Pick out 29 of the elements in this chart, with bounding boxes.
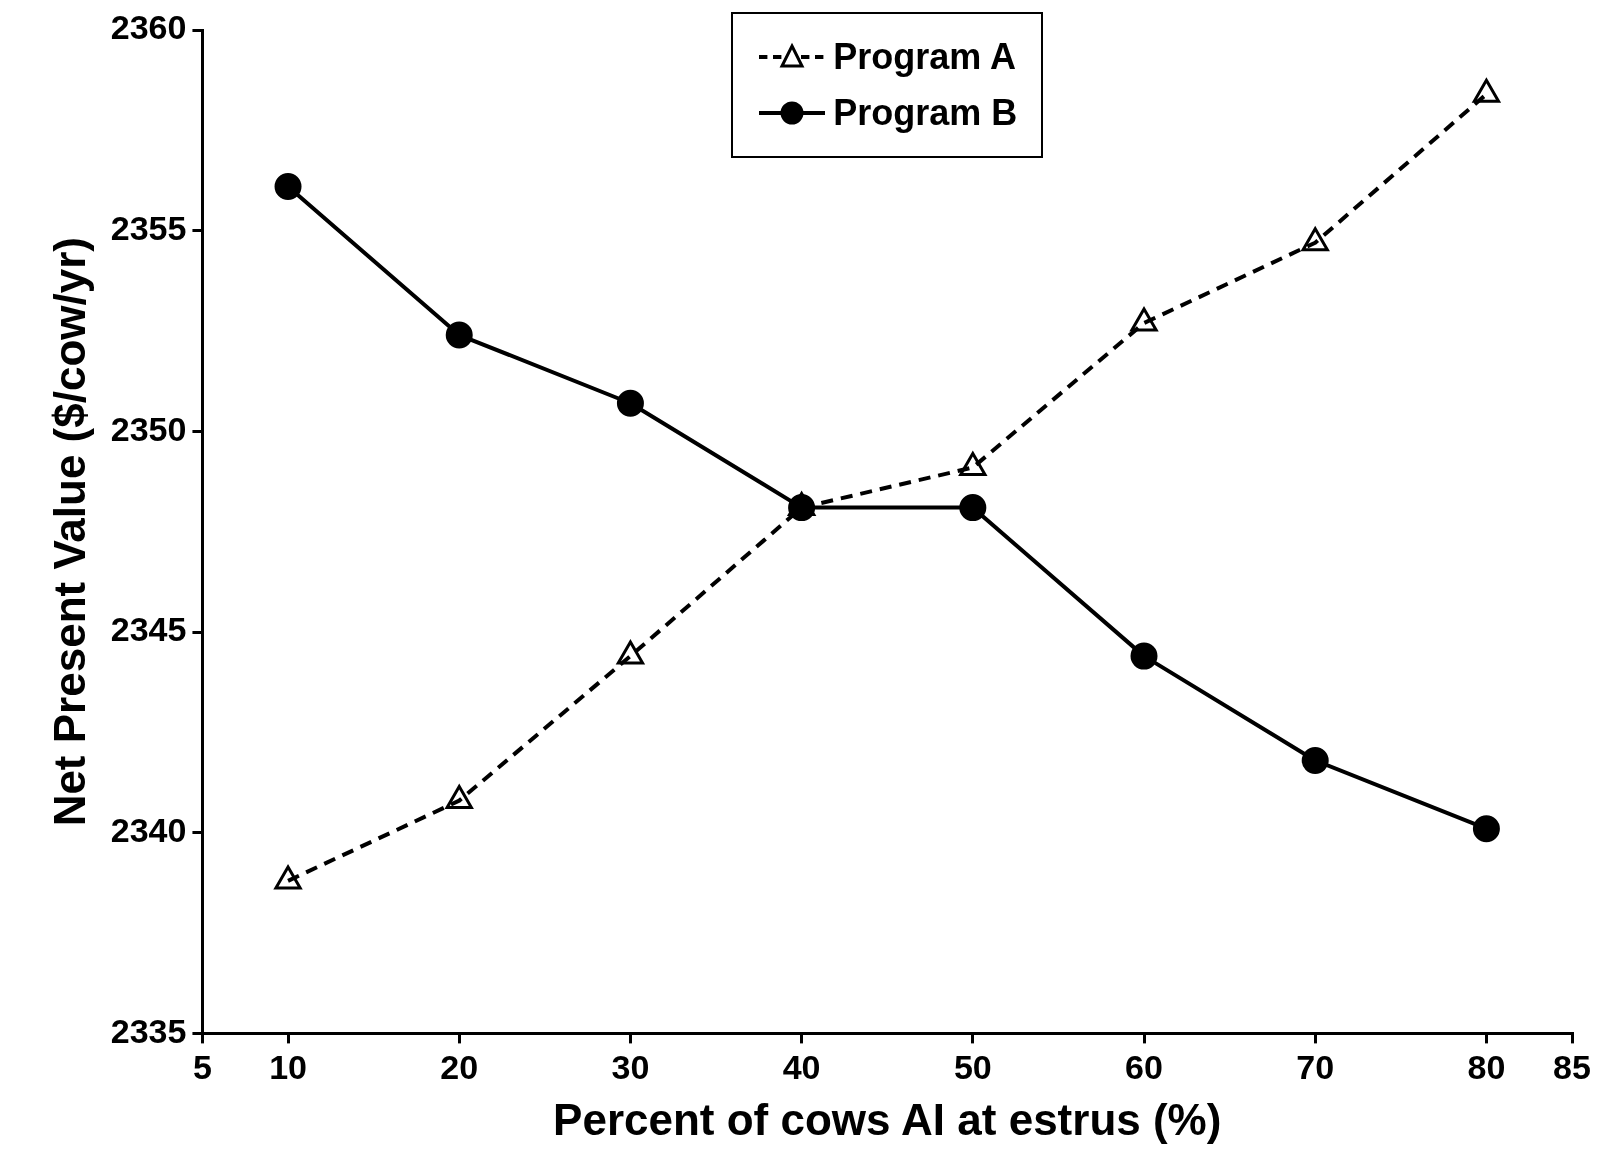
point	[959, 494, 987, 522]
x-axis-title: Percent of cows AI at estrus (%)	[553, 1094, 1222, 1144]
y-axis-title: Net Present Value ($/cow/yr)	[44, 237, 94, 827]
x-tick-label: 70	[1296, 1048, 1335, 1087]
x-tick-label: 85	[1553, 1048, 1591, 1087]
point	[1472, 78, 1501, 103]
y-tick-label: 2335	[110, 1011, 187, 1050]
y-tick-label: 2350	[110, 409, 187, 448]
y-tick-label: 2345	[110, 610, 187, 649]
x-tick-label: 40	[782, 1048, 821, 1087]
point	[1130, 642, 1158, 670]
legend-label: Program B	[833, 92, 1018, 134]
x-tick-label: 10	[269, 1048, 307, 1087]
point	[788, 492, 816, 517]
x-tick-label: 80	[1467, 1048, 1506, 1087]
x-tick-label: 5	[192, 1048, 212, 1087]
point	[1130, 307, 1158, 332]
x-tick-label: 60	[1125, 1048, 1163, 1087]
point	[616, 389, 644, 417]
x-tick-label: 50	[953, 1048, 992, 1087]
y-tick-label: 2340	[110, 811, 187, 850]
x-tick-label: 30	[611, 1048, 650, 1087]
point	[1472, 815, 1500, 843]
legend-label: Program A	[833, 36, 1016, 78]
y-tick-label: 2360	[110, 8, 187, 47]
y-tick-label: 2355	[110, 209, 187, 248]
point	[1301, 746, 1329, 774]
point	[1301, 227, 1329, 252]
x-tick-label: 20	[440, 1048, 479, 1087]
